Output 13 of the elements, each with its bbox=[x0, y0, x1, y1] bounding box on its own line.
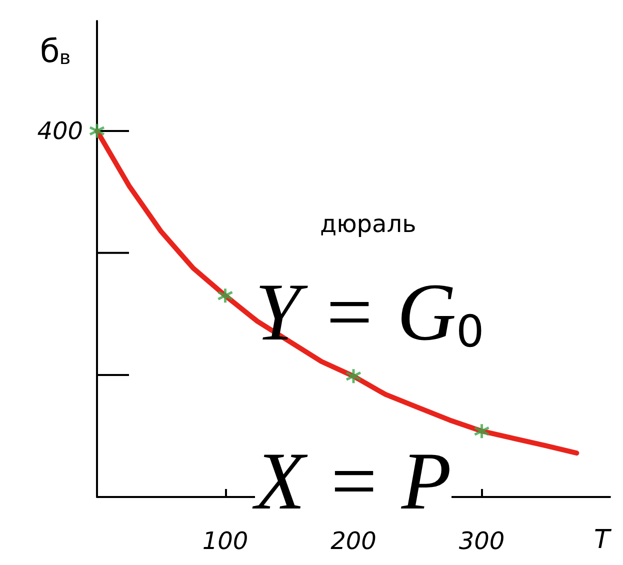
annotation: X = P bbox=[252, 436, 452, 526]
point bbox=[217, 287, 234, 304]
x-tick-label: 100 bbox=[202, 527, 248, 555]
point bbox=[345, 368, 362, 384]
annotation: Y = G0 bbox=[255, 266, 484, 358]
x-tick-label: 200 bbox=[330, 527, 376, 555]
point bbox=[474, 422, 490, 440]
x-axis-title: T bbox=[594, 525, 612, 555]
annotation: дюраль bbox=[320, 210, 416, 238]
x-tick-label: 300 bbox=[458, 527, 505, 555]
y-axis-title: бв bbox=[40, 32, 70, 70]
annotation: 400 bbox=[37, 116, 83, 145]
point bbox=[88, 122, 106, 140]
